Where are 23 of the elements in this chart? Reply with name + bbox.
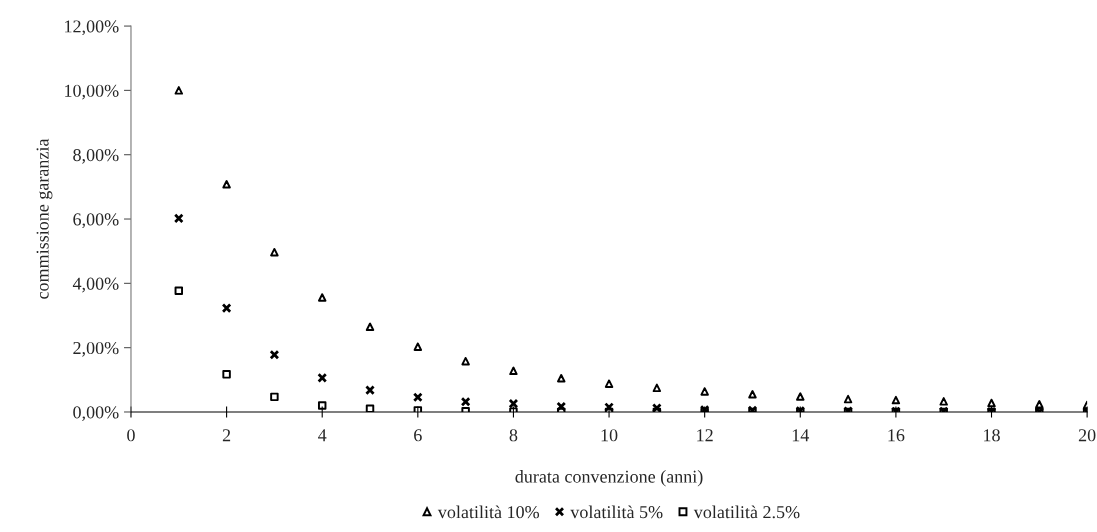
x-tick-label: 12 bbox=[697, 429, 713, 442]
y-axis-title: commissione garanzia bbox=[36, 138, 53, 299]
x-tick-label: 14 bbox=[792, 429, 810, 442]
x-tick-label: 4 bbox=[318, 429, 327, 442]
y-tick-label: 0,00% bbox=[73, 406, 119, 422]
x-tick-label: 10 bbox=[601, 429, 618, 442]
x-axis-title: durata convenzione (anni) bbox=[515, 470, 703, 487]
y-tick-label: 12,00% bbox=[65, 20, 119, 36]
x-tick-label: 8 bbox=[509, 429, 518, 442]
x-tick-label: 16 bbox=[888, 429, 905, 442]
legend-label: volatilità 10% bbox=[437, 505, 540, 519]
y-tick-label: 6,00% bbox=[73, 213, 119, 229]
x-tick-label: 6 bbox=[414, 429, 422, 442]
x-tick-label: 20 bbox=[1078, 429, 1096, 442]
legend-label: volatilità 5% bbox=[570, 505, 663, 519]
y-tick-label: 10,00% bbox=[65, 84, 119, 100]
x-tick-label: 18 bbox=[984, 429, 1000, 442]
legend-label: volatilità 2.5% bbox=[693, 505, 800, 519]
y-tick-label: 4,00% bbox=[72, 277, 119, 293]
y-tick-label: 2,00% bbox=[73, 341, 119, 357]
x-tick-label: 0 bbox=[127, 429, 135, 442]
x-tick-label: 2 bbox=[222, 429, 231, 442]
y-tick-label: 8,00% bbox=[73, 148, 119, 164]
